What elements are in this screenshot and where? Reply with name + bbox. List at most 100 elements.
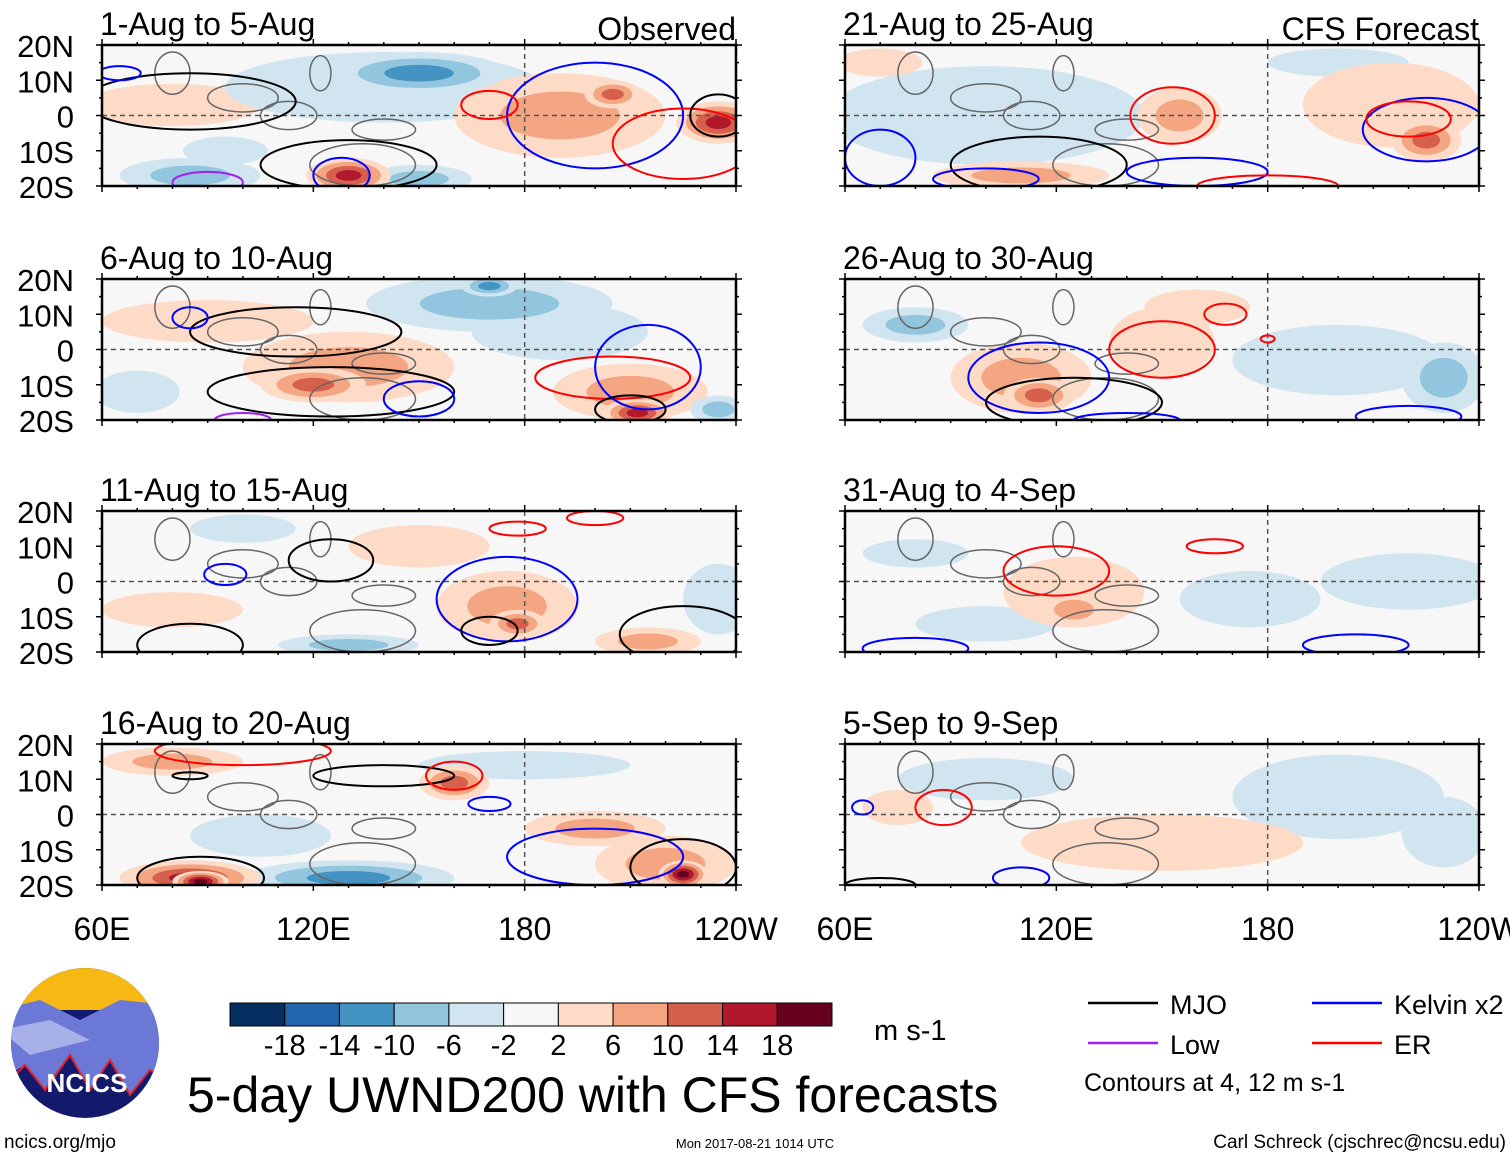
lat-tick-label: 10S xyxy=(19,135,74,170)
anomaly-shading xyxy=(102,370,180,413)
map-panel xyxy=(102,45,736,186)
logo-text: NCICS xyxy=(47,1068,128,1098)
coastline xyxy=(1052,288,1075,326)
coastline xyxy=(1002,334,1061,365)
anomaly-shading xyxy=(1109,307,1215,378)
kelvin-contour xyxy=(861,636,970,652)
coastline xyxy=(351,817,417,840)
anomaly-shading xyxy=(384,64,454,82)
coastline xyxy=(1052,376,1160,420)
colorbar-swatch xyxy=(612,1002,669,1027)
kelvin-contour xyxy=(932,167,1040,186)
lat-tick-label: 20N xyxy=(17,263,74,298)
coastline xyxy=(949,83,1022,113)
anomaly-shading xyxy=(292,377,335,392)
lon-tick-label: 180 xyxy=(498,911,551,947)
mjo-contour xyxy=(171,771,209,781)
anomaly-shading xyxy=(1232,324,1444,396)
anomaly-shading xyxy=(1320,553,1479,610)
lon-tick-label: 60E xyxy=(817,911,874,947)
mjo-contour xyxy=(136,622,244,652)
lon-tick-label: 180 xyxy=(1241,911,1294,947)
anomaly-shading xyxy=(348,525,490,568)
panel-title: 26-Aug to 30-Aug xyxy=(843,240,1094,276)
anomaly-shading xyxy=(1419,357,1468,398)
panel-title: 6-Aug to 10-Aug xyxy=(100,240,333,276)
panel-title: 16-Aug to 20-Aug xyxy=(100,705,351,741)
anomaly-shading xyxy=(1024,388,1053,403)
colorbar-label: 10 xyxy=(652,1030,684,1062)
contour-note: Contours at 4, 12 m s-1 xyxy=(1084,1069,1345,1097)
coastline xyxy=(1052,54,1075,92)
coastline xyxy=(1094,584,1160,607)
coastline xyxy=(206,782,279,812)
er-contour xyxy=(565,511,625,527)
er-contour xyxy=(1185,538,1245,555)
map-panel xyxy=(845,511,1479,652)
lat-tick-label: 0 xyxy=(57,566,74,601)
footer-timestamp: Mon 2017-08-21 1014 UTC xyxy=(676,1136,834,1151)
lon-tick-label: 120W xyxy=(694,911,778,947)
er-contour xyxy=(1002,545,1111,597)
er-contour xyxy=(1108,320,1216,379)
er-contour xyxy=(1196,174,1340,186)
anomaly-shading xyxy=(193,878,208,885)
panel-title: 5-Sep to 9-Sep xyxy=(843,705,1058,741)
legend-label: Kelvin x2 xyxy=(1394,990,1504,1020)
colorbar-swatch xyxy=(667,1002,724,1027)
lat-tick-label: 20S xyxy=(19,170,74,205)
map-panel xyxy=(845,45,1479,186)
colorbar-swatch xyxy=(229,1002,286,1027)
column-label: Observed xyxy=(597,11,736,47)
coastline xyxy=(309,376,417,420)
anomaly-shading xyxy=(1179,570,1321,628)
units-label: m s-1 xyxy=(874,1015,947,1047)
lat-tick-label: 10S xyxy=(19,601,74,636)
anomaly-shading xyxy=(702,401,735,418)
ncics-logo: NCICS xyxy=(11,968,159,1118)
legend-label: Low xyxy=(1170,1030,1220,1060)
coastline xyxy=(1002,566,1061,597)
legend-label: MJO xyxy=(1170,990,1227,1020)
kelvin-contour xyxy=(1301,633,1410,652)
er-contour xyxy=(1365,100,1452,138)
panel-title: 11-Aug to 15-Aug xyxy=(100,472,348,508)
coastline xyxy=(1094,817,1160,840)
coastline xyxy=(259,334,318,365)
anomaly-shading xyxy=(190,514,296,543)
mjo-contour xyxy=(689,93,736,138)
legend-label: ER xyxy=(1394,1030,1432,1060)
anomaly-shading xyxy=(308,638,389,651)
coastline xyxy=(309,753,332,791)
colorbar-swatch xyxy=(393,1002,450,1027)
lat-tick-label: 20S xyxy=(19,869,74,904)
colorbar-label: 6 xyxy=(605,1030,621,1062)
map-panel xyxy=(845,279,1479,420)
footer-url: ncics.org/mjo xyxy=(4,1132,116,1153)
mjo-contour xyxy=(102,72,297,131)
mjo-contour xyxy=(312,764,456,788)
colorbar-label: 2 xyxy=(550,1030,566,1062)
mjo-contour xyxy=(984,376,1163,420)
colorbar-swatch xyxy=(338,1002,395,1027)
coastline xyxy=(351,352,417,375)
mjo-contour xyxy=(136,855,266,885)
panel-title: 31-Aug to 4-Sep xyxy=(843,472,1076,508)
er-contour xyxy=(488,520,547,537)
coastline xyxy=(259,100,318,131)
map-panel xyxy=(102,744,736,885)
anomaly-shading xyxy=(440,775,469,790)
coastline xyxy=(949,549,1022,579)
colorbar-label: -18 xyxy=(264,1030,306,1062)
er-contour xyxy=(1259,334,1276,344)
mjo-contour xyxy=(460,615,519,646)
coastline xyxy=(949,782,1022,812)
colorbar-label: -2 xyxy=(491,1030,517,1062)
logo-body xyxy=(11,968,159,1118)
lat-tick-label: 20S xyxy=(19,636,74,671)
colorbar-label: -6 xyxy=(436,1030,462,1062)
anomaly-shading xyxy=(389,170,449,186)
figure-title: 5-day UWND200 with CFS forecasts xyxy=(187,1067,998,1123)
coastline xyxy=(1094,352,1160,375)
kelvin-contour xyxy=(851,799,875,816)
